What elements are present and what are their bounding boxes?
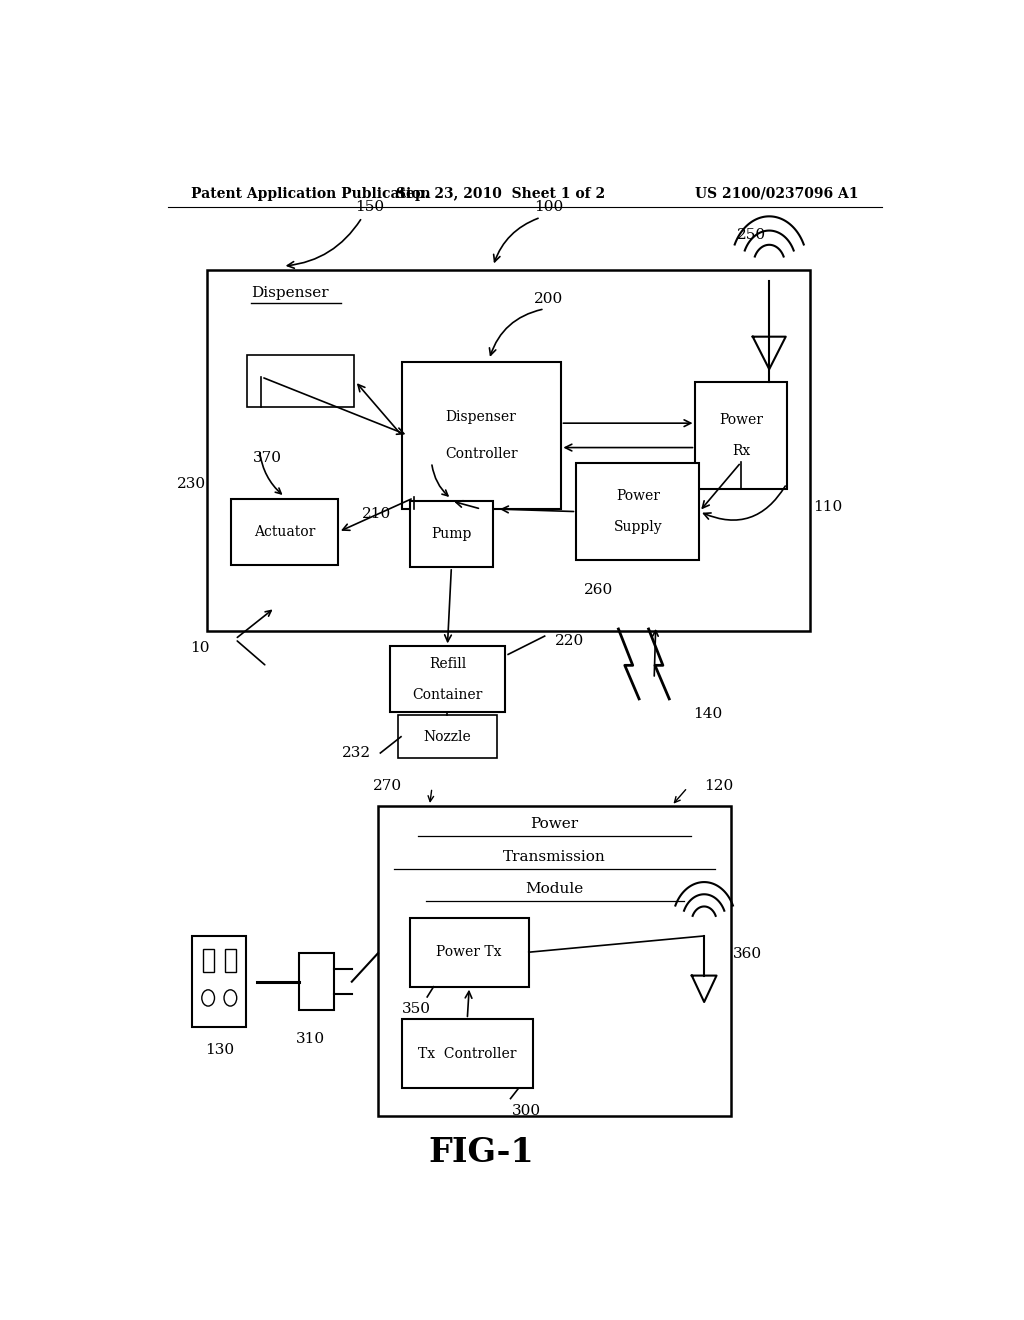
Text: Power: Power — [615, 490, 659, 503]
Text: 220: 220 — [555, 634, 585, 648]
FancyBboxPatch shape — [207, 271, 811, 631]
Text: 232: 232 — [342, 746, 371, 760]
FancyBboxPatch shape — [577, 463, 699, 560]
Text: 360: 360 — [733, 948, 762, 961]
Text: 140: 140 — [692, 708, 722, 721]
Text: Actuator: Actuator — [254, 525, 315, 539]
FancyBboxPatch shape — [401, 362, 560, 510]
FancyBboxPatch shape — [410, 500, 494, 568]
FancyBboxPatch shape — [247, 355, 354, 408]
Text: 10: 10 — [189, 642, 209, 655]
Text: Power: Power — [719, 413, 763, 428]
Text: Sep. 23, 2010  Sheet 1 of 2: Sep. 23, 2010 Sheet 1 of 2 — [396, 187, 605, 201]
FancyBboxPatch shape — [193, 936, 246, 1027]
Text: Pump: Pump — [431, 527, 472, 541]
FancyBboxPatch shape — [378, 805, 731, 1115]
Text: Power: Power — [530, 817, 579, 832]
FancyBboxPatch shape — [401, 1019, 532, 1089]
Text: 200: 200 — [534, 292, 563, 306]
FancyBboxPatch shape — [203, 949, 214, 972]
Text: Dispenser: Dispenser — [251, 285, 329, 300]
Text: Nozzle: Nozzle — [424, 730, 471, 743]
Text: 310: 310 — [296, 1032, 325, 1045]
Text: 370: 370 — [252, 451, 282, 465]
Text: 120: 120 — [705, 779, 734, 792]
FancyBboxPatch shape — [225, 949, 236, 972]
Text: Dispenser: Dispenser — [445, 411, 516, 424]
FancyBboxPatch shape — [299, 953, 334, 1010]
Text: 100: 100 — [534, 201, 563, 214]
Text: 230: 230 — [177, 477, 206, 491]
Text: Module: Module — [525, 882, 584, 896]
Text: 260: 260 — [584, 583, 613, 598]
Circle shape — [224, 990, 237, 1006]
Text: 110: 110 — [813, 500, 843, 513]
Text: 210: 210 — [361, 507, 391, 521]
Text: 350: 350 — [401, 1002, 430, 1016]
FancyBboxPatch shape — [695, 381, 786, 488]
Text: FIG-1: FIG-1 — [428, 1137, 535, 1170]
Text: Patent Application Publication: Patent Application Publication — [191, 187, 431, 201]
Text: 250: 250 — [737, 227, 766, 242]
FancyBboxPatch shape — [397, 715, 497, 758]
FancyBboxPatch shape — [410, 917, 528, 987]
Text: 150: 150 — [355, 201, 385, 214]
Text: Supply: Supply — [613, 520, 663, 533]
FancyBboxPatch shape — [231, 499, 338, 565]
Text: 130: 130 — [205, 1043, 233, 1057]
Text: Rx: Rx — [732, 444, 751, 458]
Text: Tx  Controller: Tx Controller — [418, 1047, 516, 1061]
Text: Power Tx: Power Tx — [436, 945, 502, 960]
Text: Transmission: Transmission — [503, 850, 606, 863]
Text: 300: 300 — [512, 1104, 541, 1118]
Circle shape — [202, 990, 214, 1006]
Text: 270: 270 — [373, 779, 402, 792]
Text: Refill: Refill — [429, 657, 466, 671]
FancyBboxPatch shape — [390, 647, 505, 713]
Text: Container: Container — [413, 688, 482, 701]
Text: Controller: Controller — [444, 446, 517, 461]
Text: US 2100/0237096 A1: US 2100/0237096 A1 — [694, 187, 858, 201]
